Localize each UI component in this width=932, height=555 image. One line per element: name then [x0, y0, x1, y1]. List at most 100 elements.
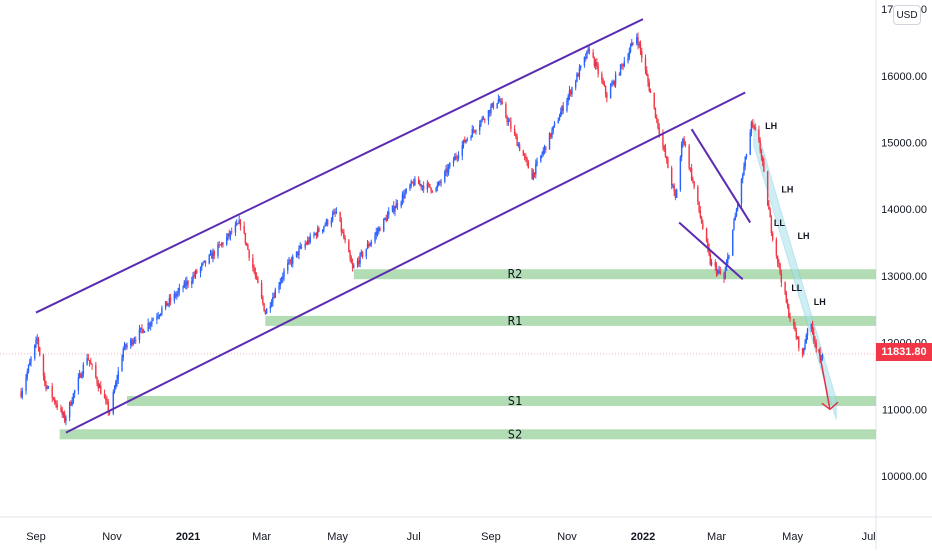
candle-body — [561, 106, 563, 112]
candle-body — [602, 80, 604, 85]
candle-body — [742, 175, 744, 179]
annotation-lh: LH — [798, 231, 810, 241]
candle-body — [778, 262, 780, 264]
candle-body — [350, 258, 353, 264]
candle-body — [557, 120, 559, 124]
candle-body — [673, 185, 675, 192]
candle-body — [341, 231, 344, 233]
candle-body — [209, 253, 212, 255]
x-tick-label: Jul — [407, 531, 421, 543]
candle-body — [487, 110, 490, 121]
candle-body — [629, 46, 632, 52]
candle-body — [169, 297, 172, 301]
candle-body — [340, 221, 343, 232]
candle-body — [112, 392, 114, 414]
candle-body — [219, 244, 222, 246]
candle-body — [87, 358, 90, 361]
candle-body — [384, 218, 386, 220]
candle-body — [751, 122, 754, 126]
candle-body — [35, 339, 37, 345]
candle-body — [369, 244, 371, 247]
candle-body — [670, 168, 673, 186]
candle-body — [588, 48, 591, 53]
candle-body — [522, 150, 525, 156]
candle-body — [253, 267, 255, 272]
x-tick-label: Sep — [26, 531, 46, 543]
candle-body — [62, 413, 65, 415]
candle-body — [292, 256, 294, 264]
candle-body — [491, 103, 493, 107]
candle-body — [107, 402, 109, 412]
candle-body — [558, 116, 561, 121]
candle-body — [436, 185, 439, 188]
zone-r1 — [265, 315, 876, 326]
candle-body — [470, 137, 472, 139]
candle-body — [269, 305, 272, 309]
candle-body — [531, 168, 533, 180]
candle-body — [393, 205, 395, 212]
candle-body — [385, 218, 387, 221]
candle-body — [636, 37, 638, 44]
candle-body — [672, 185, 674, 187]
candle-body — [307, 239, 309, 244]
candle-body — [683, 138, 685, 144]
candle-body — [532, 172, 535, 180]
candle-body — [761, 156, 764, 163]
candle-body — [81, 374, 83, 378]
candle-body — [313, 234, 315, 236]
candle-body — [647, 75, 649, 83]
candle-body — [217, 244, 219, 256]
candle-body — [366, 244, 369, 249]
candle-body — [331, 214, 334, 221]
currency-button[interactable]: USD — [893, 5, 921, 25]
candle-body — [148, 322, 151, 326]
candle-body — [715, 266, 718, 274]
x-tick-label: Nov — [557, 531, 577, 543]
candle-body — [769, 209, 771, 218]
candle-body — [449, 162, 451, 167]
candle-body — [254, 271, 257, 276]
candle-body — [339, 211, 341, 222]
candle-body — [63, 413, 66, 422]
candle-body — [139, 327, 142, 330]
candle-body — [263, 303, 265, 312]
candle-body — [508, 120, 511, 122]
trendline-wedge-lower — [678, 221, 744, 280]
candle-body — [631, 42, 633, 47]
candle-body — [45, 382, 47, 389]
candle-body — [192, 275, 194, 282]
candle-body — [649, 90, 652, 93]
candle-body — [697, 187, 699, 202]
candle-body — [262, 297, 264, 304]
candle-body — [596, 62, 598, 66]
candle-body — [806, 329, 809, 336]
candle-body — [374, 234, 376, 242]
candle-body — [343, 232, 345, 239]
candle-body — [452, 160, 455, 163]
candle-body — [548, 133, 551, 150]
candle-body — [750, 122, 753, 133]
candle-body — [186, 281, 188, 286]
candle-body — [121, 357, 123, 372]
candle-body — [77, 377, 80, 391]
candle-body — [295, 251, 298, 257]
candle-body — [61, 409, 63, 415]
candle-body — [785, 292, 788, 303]
candle-body — [30, 358, 32, 363]
candle-body — [211, 253, 213, 259]
candle-body — [237, 223, 239, 225]
candle-body — [462, 139, 465, 146]
candle-body — [603, 84, 606, 86]
candle-body — [396, 203, 399, 207]
candle-body — [810, 323, 812, 330]
candle-body — [378, 227, 380, 232]
candle-body — [400, 201, 402, 207]
candle-body — [344, 238, 346, 241]
candle-body — [662, 133, 664, 146]
candle-body — [805, 335, 807, 343]
candle-body — [705, 228, 708, 242]
candle-body — [222, 243, 224, 245]
candle-body — [717, 270, 719, 274]
